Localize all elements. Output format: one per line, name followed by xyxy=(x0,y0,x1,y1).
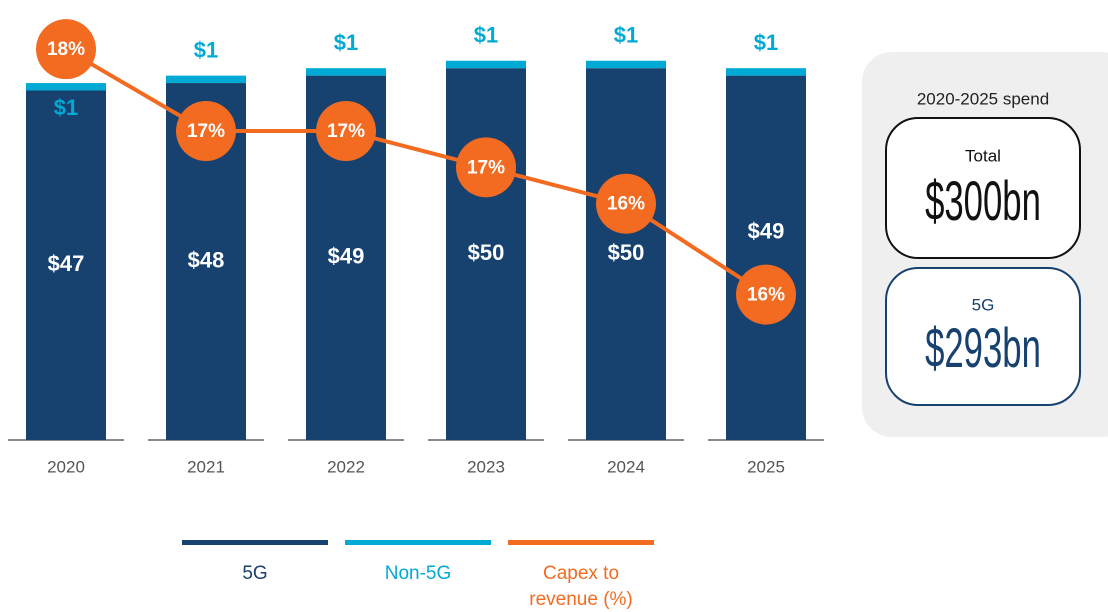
legend-swatch xyxy=(345,540,491,545)
bar-label: $49 xyxy=(328,244,365,269)
legend-item: Capex to revenue (%) xyxy=(508,540,654,612)
bar-segment xyxy=(586,60,666,69)
bar-segment xyxy=(306,68,386,76)
bar-label: $1 xyxy=(474,23,498,48)
bar-segment xyxy=(726,75,806,441)
fiveg-box xyxy=(885,267,1081,406)
legend-label: Non-5G xyxy=(384,563,452,584)
x-tick-label: 2022 xyxy=(327,457,365,476)
bar-label: $1 xyxy=(334,30,358,55)
capex-label: 17% xyxy=(327,121,365,142)
bar-segment xyxy=(26,90,106,440)
panel-title: 2020-2025 spend xyxy=(917,89,1049,108)
legend-swatch xyxy=(508,540,654,545)
x-tick-label: 2020 xyxy=(47,457,85,476)
bar-segment xyxy=(586,68,666,440)
capex-label: 16% xyxy=(747,285,785,306)
x-tick-label: 2021 xyxy=(187,457,225,476)
total-value: $300bn xyxy=(925,169,1041,232)
bar-segment xyxy=(166,75,246,84)
bar-label: $1 xyxy=(754,30,778,55)
capex-marker xyxy=(176,100,236,161)
legend-label: 5G xyxy=(242,563,268,584)
capex-marker xyxy=(736,264,796,325)
legend-swatch xyxy=(182,540,328,545)
capex-label: 17% xyxy=(467,157,505,178)
legend-item: Non-5G xyxy=(345,540,491,587)
capex-label: 18% xyxy=(47,39,85,60)
bar-label: $50 xyxy=(608,240,645,265)
legend-label: Capex to revenue (%) xyxy=(529,563,633,610)
bar-label: $1 xyxy=(54,95,78,120)
bar-label: $49 xyxy=(748,218,785,243)
bar-label: $50 xyxy=(468,240,505,265)
total-label: Total xyxy=(965,146,1001,165)
bar-label: $1 xyxy=(614,23,638,48)
bar-segment xyxy=(26,83,106,91)
bar-segment xyxy=(446,68,526,440)
bar-segment xyxy=(726,68,806,76)
capex-label: 16% xyxy=(607,194,645,215)
legend-item: 5G xyxy=(182,540,328,587)
x-tick-label: 2023 xyxy=(467,457,505,476)
bar-label: $47 xyxy=(48,251,85,276)
bar-label: $48 xyxy=(188,247,225,272)
bar-label: $1 xyxy=(194,37,218,62)
capex-marker xyxy=(456,137,516,198)
capex-marker xyxy=(316,100,376,161)
capex-label: 17% xyxy=(187,121,225,142)
fiveg-value: $293bn xyxy=(925,316,1041,379)
total-box xyxy=(885,117,1081,259)
bar-segment xyxy=(446,60,526,69)
fiveg-label: 5G xyxy=(972,295,995,314)
capex-marker xyxy=(596,173,656,234)
x-tick-label: 2025 xyxy=(747,457,785,476)
x-tick-label: 2024 xyxy=(607,457,645,476)
capex-marker xyxy=(36,19,96,80)
